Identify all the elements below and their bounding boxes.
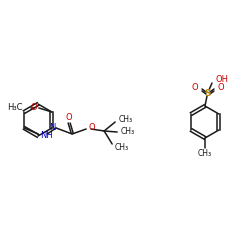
Text: NH: NH bbox=[40, 130, 53, 140]
Text: S: S bbox=[205, 88, 211, 98]
Text: N: N bbox=[49, 124, 55, 132]
Text: H₃C: H₃C bbox=[7, 102, 23, 112]
Text: OH: OH bbox=[216, 74, 229, 84]
Text: CH₃: CH₃ bbox=[114, 144, 128, 152]
Text: O: O bbox=[192, 84, 198, 92]
Text: O: O bbox=[30, 102, 37, 112]
Text: O: O bbox=[88, 124, 95, 132]
Text: O: O bbox=[218, 84, 224, 92]
Text: CH₃: CH₃ bbox=[118, 116, 132, 124]
Text: CH₃: CH₃ bbox=[198, 150, 212, 158]
Text: O: O bbox=[66, 114, 72, 122]
Text: CH₃: CH₃ bbox=[120, 128, 134, 136]
